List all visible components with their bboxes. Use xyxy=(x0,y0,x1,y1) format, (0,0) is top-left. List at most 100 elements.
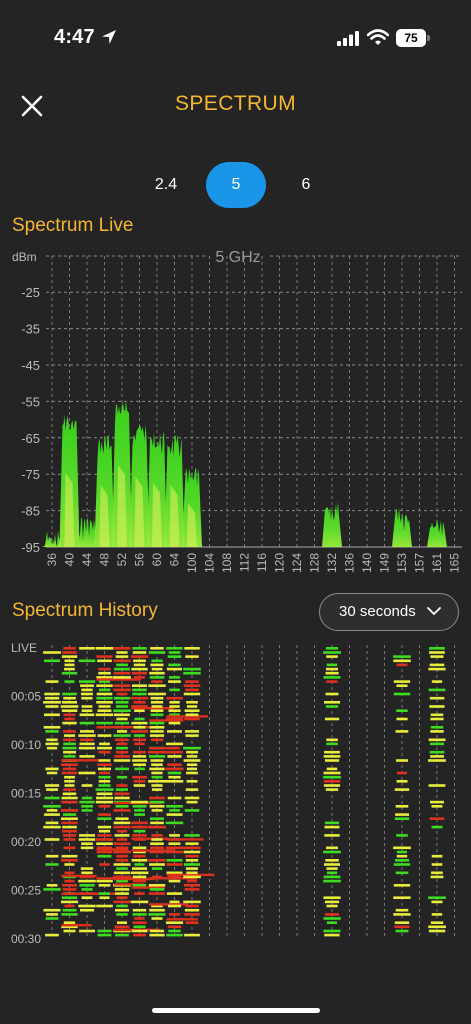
x-tick-label: 153 xyxy=(395,553,409,573)
history-mark xyxy=(396,850,407,854)
history-mark xyxy=(43,701,61,704)
history-mark xyxy=(151,788,163,791)
history-mark xyxy=(113,809,131,812)
history-mark xyxy=(165,850,184,854)
history-mark xyxy=(393,659,411,663)
history-mark xyxy=(95,838,114,841)
history-mark xyxy=(63,738,76,742)
history-mark xyxy=(168,680,181,683)
history-mark xyxy=(97,734,112,737)
history-mark xyxy=(116,904,128,908)
history-mark xyxy=(80,908,95,912)
history-mark xyxy=(113,676,131,679)
history-mark xyxy=(132,834,147,837)
history-mark xyxy=(81,896,93,899)
history-mark xyxy=(326,680,338,683)
tab-band-5[interactable]: 5 xyxy=(206,162,266,208)
history-mark xyxy=(81,809,93,812)
history-mark xyxy=(134,742,145,746)
history-mark xyxy=(431,900,443,904)
history-mark xyxy=(149,929,164,933)
history-mark xyxy=(61,854,78,858)
history-mark xyxy=(64,780,75,783)
history-mark xyxy=(150,846,164,850)
band-label: 5 GHz xyxy=(215,249,260,266)
history-mark xyxy=(132,684,147,687)
tab-band-6[interactable]: 6 xyxy=(301,176,311,193)
history-mark xyxy=(167,755,182,758)
history-mark xyxy=(186,800,198,804)
history-mark xyxy=(186,750,198,754)
history-mark xyxy=(323,850,341,854)
close-icon[interactable] xyxy=(14,88,50,124)
history-mark xyxy=(113,684,131,687)
history-mark xyxy=(149,726,165,729)
history-mark xyxy=(130,655,149,658)
x-tick-label: 124 xyxy=(290,553,304,573)
history-streak xyxy=(166,715,208,718)
history-mark xyxy=(98,688,111,692)
history-mark xyxy=(80,846,94,850)
history-mark xyxy=(134,767,145,771)
history-mark xyxy=(80,738,94,742)
history-mark xyxy=(80,684,94,687)
history-mark xyxy=(393,896,411,899)
history-mark xyxy=(185,842,199,845)
tab-band-2-4[interactable]: 2.4 xyxy=(154,176,178,193)
history-mark xyxy=(428,929,446,933)
history-mark xyxy=(169,701,180,704)
home-indicator[interactable] xyxy=(152,1008,320,1013)
history-mark xyxy=(45,767,59,771)
history-mark xyxy=(98,759,111,762)
history-mark xyxy=(79,834,95,837)
history-mark xyxy=(183,759,201,762)
history-mark xyxy=(150,663,164,667)
history-mark xyxy=(326,742,338,746)
history-mark xyxy=(168,879,181,883)
history-mark xyxy=(148,884,166,887)
history-streak xyxy=(166,918,198,921)
history-mark xyxy=(45,854,59,858)
history-mark xyxy=(184,730,199,733)
history-mark xyxy=(81,888,93,891)
history-mark xyxy=(79,800,95,804)
history-mark xyxy=(116,705,129,708)
signal-area-ch-153 xyxy=(392,507,412,547)
history-mark xyxy=(394,817,410,820)
history-mark xyxy=(62,721,77,725)
signal-area-ch-132 xyxy=(322,501,342,547)
spectrum-live-chart: -25 -35 -45 -55 -65 -75 -85 -95 5 GHz dBm 36 40 44 48… xyxy=(12,249,462,573)
history-mark xyxy=(149,767,165,771)
history-mark xyxy=(114,755,130,758)
history-mark xyxy=(61,896,78,899)
history-mark xyxy=(61,771,78,775)
history-mark xyxy=(151,771,163,775)
x-tick-label: 44 xyxy=(80,553,94,567)
history-mark xyxy=(64,904,75,908)
history-mark xyxy=(184,717,200,721)
history-mark xyxy=(148,684,166,687)
history-mark xyxy=(113,759,131,762)
history-mark xyxy=(78,879,96,883)
history-mark xyxy=(150,709,164,712)
history-mark xyxy=(167,771,182,775)
history-mark xyxy=(166,813,183,816)
history-mark xyxy=(132,846,147,850)
history-mark xyxy=(132,738,146,742)
history-streak xyxy=(61,924,92,927)
history-mark xyxy=(78,838,96,841)
y-tick-label: -65 xyxy=(21,431,40,446)
history-mark xyxy=(115,933,129,937)
history-mark xyxy=(148,750,166,754)
history-mark xyxy=(113,709,131,712)
history-row-label: 00:20 xyxy=(11,835,41,849)
history-mark xyxy=(44,713,60,717)
history-mark xyxy=(97,854,112,858)
x-tick-label: 128 xyxy=(308,553,322,573)
history-mark xyxy=(113,659,131,663)
history-mark xyxy=(132,921,147,924)
history-mark xyxy=(116,692,128,696)
history-duration-select[interactable]: 30 seconds xyxy=(319,593,459,631)
history-mark xyxy=(117,829,128,833)
history-mark xyxy=(133,734,146,737)
